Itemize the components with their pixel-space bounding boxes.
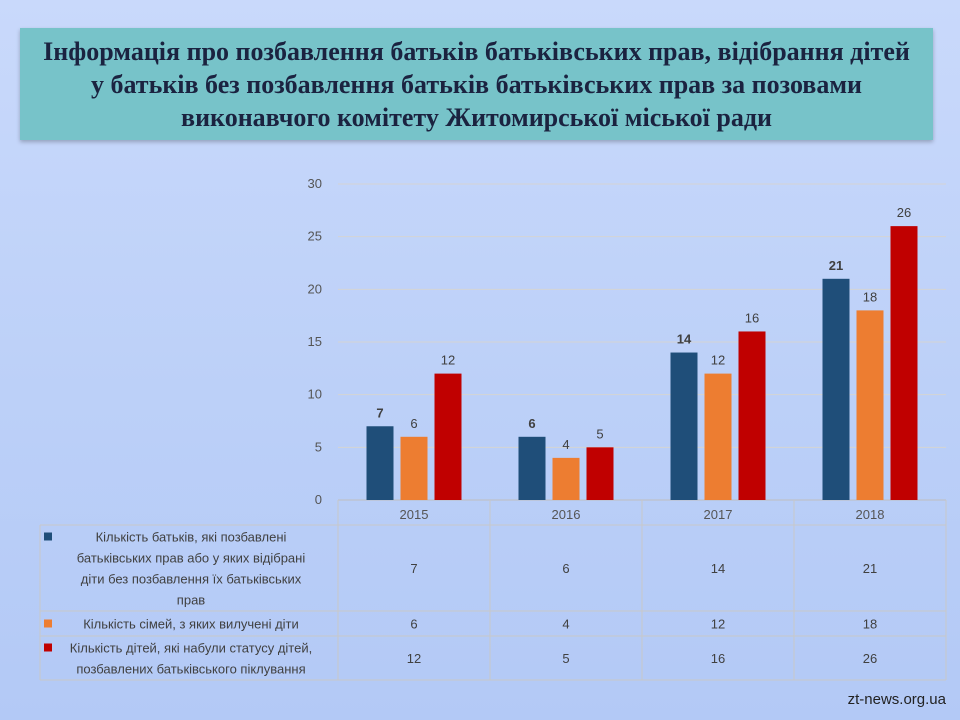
y-tick-label: 5	[315, 439, 322, 454]
title-banner: Інформація про позбавлення батьків батьк…	[20, 28, 933, 140]
table-value: 4	[562, 617, 569, 632]
bar-2016-series-1	[518, 436, 546, 500]
data-label: 6	[528, 416, 535, 431]
y-tick-label: 30	[308, 176, 322, 191]
legend-label: позбавлених батьківського піклування	[76, 662, 305, 677]
legend-label: Кількість батьків, які позбавлені	[96, 530, 287, 545]
bars	[366, 226, 918, 500]
table-value: 12	[711, 617, 725, 632]
table-value: 21	[863, 561, 877, 576]
bar-2017-series-1	[670, 352, 698, 500]
table-value: 6	[410, 617, 417, 632]
y-tick-label: 25	[308, 229, 322, 244]
bar-2016-series-2	[552, 457, 580, 500]
gridlines	[338, 183, 946, 501]
y-axis-ticks: 0 5 10 15 20 25 30	[308, 176, 322, 507]
title-line-3: виконавчого комітету Житомирської місько…	[181, 102, 772, 132]
table-value: 26	[863, 651, 877, 666]
bar-2015-series-3	[434, 373, 462, 500]
table-value: 5	[562, 651, 569, 666]
y-tick-label: 20	[308, 281, 322, 296]
data-label: 16	[745, 310, 759, 325]
data-label: 21	[829, 258, 843, 273]
x-category-label: 2017	[704, 507, 733, 522]
data-label: 18	[863, 289, 877, 304]
bar-2017-series-2	[704, 373, 732, 500]
bar-2015-series-2	[400, 436, 428, 500]
table-value: 6	[562, 561, 569, 576]
x-category-label: 2015	[400, 507, 429, 522]
legend-label: Кількість сімей, з яких вилучені діти	[83, 617, 299, 632]
legend-label: діти без позбавлення їх батьківських	[81, 572, 302, 587]
y-tick-label: 10	[308, 387, 322, 402]
data-table: 2015 2016 2017 2018 Кількість батьків, які п…	[39, 500, 947, 681]
data-label: 26	[897, 205, 911, 220]
bar-2018-series-1	[822, 278, 850, 500]
data-labels: 7 6 14 21 6 4 12 18 12 5 16 26	[376, 205, 911, 452]
x-category-label: 2018	[856, 507, 885, 522]
table-value: 16	[711, 651, 725, 666]
legend-label: прав	[177, 593, 205, 608]
legend-label: Кількість дітей, які набули статусу діте…	[70, 641, 312, 656]
data-label: 5	[596, 426, 603, 441]
data-label: 4	[562, 437, 569, 452]
data-label: 6	[410, 416, 417, 431]
data-label: 12	[441, 353, 455, 368]
table-value: 12	[407, 651, 421, 666]
watermark: zt-news.org.ua	[847, 691, 946, 708]
bar-2017-series-3	[738, 331, 766, 500]
title-line-1: Інформація про позбавлення батьків батьк…	[43, 36, 910, 66]
legend-key	[44, 643, 52, 652]
table-value: 18	[863, 617, 877, 632]
bar-2018-series-2	[856, 310, 884, 500]
legend-key	[44, 619, 52, 628]
bar-2016-series-3	[586, 447, 614, 500]
x-category-label: 2016	[552, 507, 581, 522]
bar-2018-series-3	[890, 226, 918, 500]
y-tick-label: 15	[308, 334, 322, 349]
legend-key	[44, 532, 52, 541]
data-label: 14	[677, 332, 692, 347]
bar-2015-series-1	[366, 426, 394, 500]
table-value: 7	[410, 561, 417, 576]
y-tick-label: 0	[315, 492, 322, 507]
data-label: 7	[376, 405, 383, 420]
title-line-2: у батьків без позбавлення батьків батькі…	[90, 69, 863, 99]
data-label: 12	[711, 353, 725, 368]
legend-label: батьківських прав або у яких відібрані	[77, 551, 306, 566]
table-value: 14	[711, 561, 725, 576]
